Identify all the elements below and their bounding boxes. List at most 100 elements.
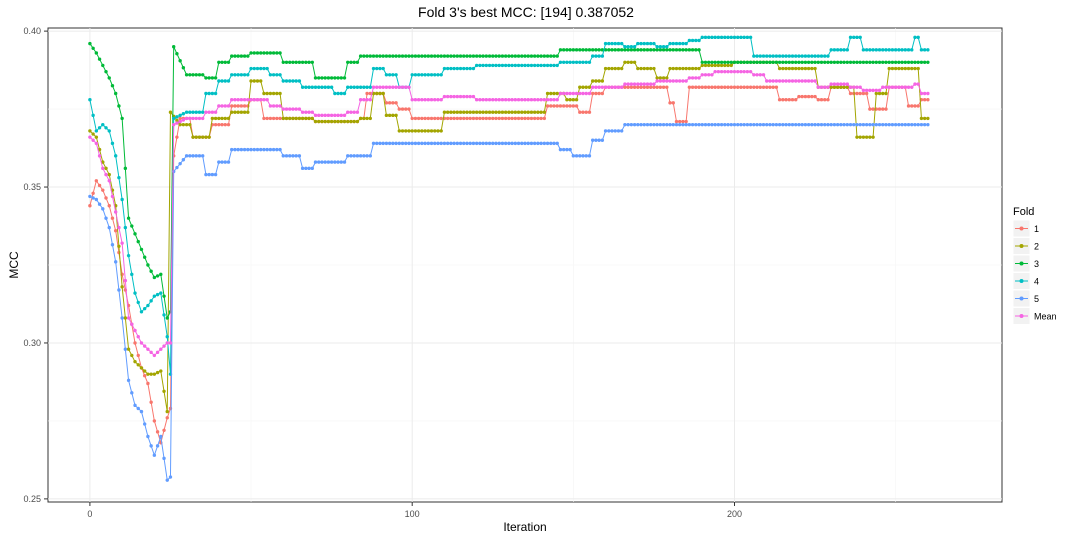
data-point <box>242 54 247 58</box>
data-point <box>420 141 424 146</box>
data-point <box>410 141 414 146</box>
data-point <box>259 66 263 71</box>
data-point <box>507 110 511 114</box>
data-point <box>400 107 405 111</box>
data-point <box>184 122 189 127</box>
series-5 <box>88 122 930 482</box>
data-point <box>665 48 669 52</box>
data-point <box>755 73 759 77</box>
data-point <box>355 110 360 114</box>
data-point <box>771 122 775 127</box>
data-point <box>291 154 295 158</box>
data-point <box>242 110 247 114</box>
data-point <box>881 122 885 127</box>
data-point <box>661 122 666 127</box>
data-point <box>765 79 769 83</box>
data-point <box>323 85 327 89</box>
data-point <box>133 232 137 236</box>
data-point <box>526 141 530 146</box>
data-point <box>429 141 434 146</box>
data-point <box>520 98 524 102</box>
data-point <box>213 116 218 121</box>
data-point <box>162 294 166 298</box>
legend-label: 2 <box>1034 242 1039 252</box>
data-point <box>800 122 804 127</box>
data-point <box>890 85 895 89</box>
data-point <box>607 129 611 133</box>
data-point <box>823 85 827 89</box>
data-point <box>358 54 363 58</box>
data-point <box>906 66 911 71</box>
data-point <box>113 210 118 214</box>
data-point <box>877 91 882 96</box>
data-point <box>645 66 650 71</box>
data-point <box>868 107 872 111</box>
series-Mean <box>88 69 930 358</box>
data-point <box>787 54 791 58</box>
data-point <box>845 48 849 52</box>
data-point <box>703 73 708 77</box>
data-point <box>339 160 343 164</box>
data-point <box>474 98 479 102</box>
data-point <box>568 91 572 96</box>
data-point <box>903 48 908 52</box>
data-point <box>726 122 730 127</box>
data-point <box>310 60 314 64</box>
data-point <box>491 63 495 68</box>
data-point <box>855 85 859 89</box>
data-point <box>452 110 456 114</box>
data-point <box>452 66 456 71</box>
legend-point <box>1019 296 1024 301</box>
data-point <box>394 73 398 77</box>
data-point <box>571 104 576 108</box>
data-point <box>636 122 640 127</box>
data-point <box>436 98 440 102</box>
data-point <box>694 85 698 89</box>
data-point <box>458 141 463 146</box>
data-point <box>197 116 202 121</box>
data-point <box>181 118 186 122</box>
data-point <box>913 60 917 64</box>
data-point <box>423 98 427 102</box>
data-point <box>471 94 476 99</box>
data-point <box>413 129 418 133</box>
data-point <box>429 73 434 77</box>
data-point <box>149 269 153 273</box>
data-point <box>513 54 518 58</box>
data-point <box>910 85 914 89</box>
data-point <box>117 175 121 180</box>
data-point <box>558 147 563 152</box>
data-point <box>407 129 411 133</box>
data-point <box>497 110 501 114</box>
data-point <box>342 119 347 124</box>
data-point <box>526 63 530 68</box>
x-tick-label: 200 <box>727 509 742 519</box>
data-point <box>855 35 859 40</box>
data-point <box>275 91 279 96</box>
data-point <box>603 129 608 133</box>
data-point <box>107 129 111 133</box>
data-point <box>133 403 137 408</box>
data-point <box>700 60 704 64</box>
data-point <box>910 104 914 108</box>
data-point <box>449 66 453 71</box>
data-point <box>532 116 537 121</box>
data-point <box>864 48 869 52</box>
data-point <box>571 154 576 158</box>
data-point <box>255 147 260 152</box>
data-point <box>88 135 92 139</box>
data-point <box>455 116 460 121</box>
data-point <box>545 54 550 58</box>
data-point <box>777 98 782 102</box>
data-point <box>326 119 331 124</box>
data-point <box>130 391 134 395</box>
data-point <box>136 406 140 411</box>
data-point <box>758 54 762 58</box>
data-point <box>242 147 247 152</box>
data-point <box>832 48 837 52</box>
data-point <box>210 76 215 80</box>
data-point <box>371 91 376 96</box>
data-point <box>919 60 924 64</box>
data-point <box>748 35 753 40</box>
data-point <box>326 113 331 118</box>
